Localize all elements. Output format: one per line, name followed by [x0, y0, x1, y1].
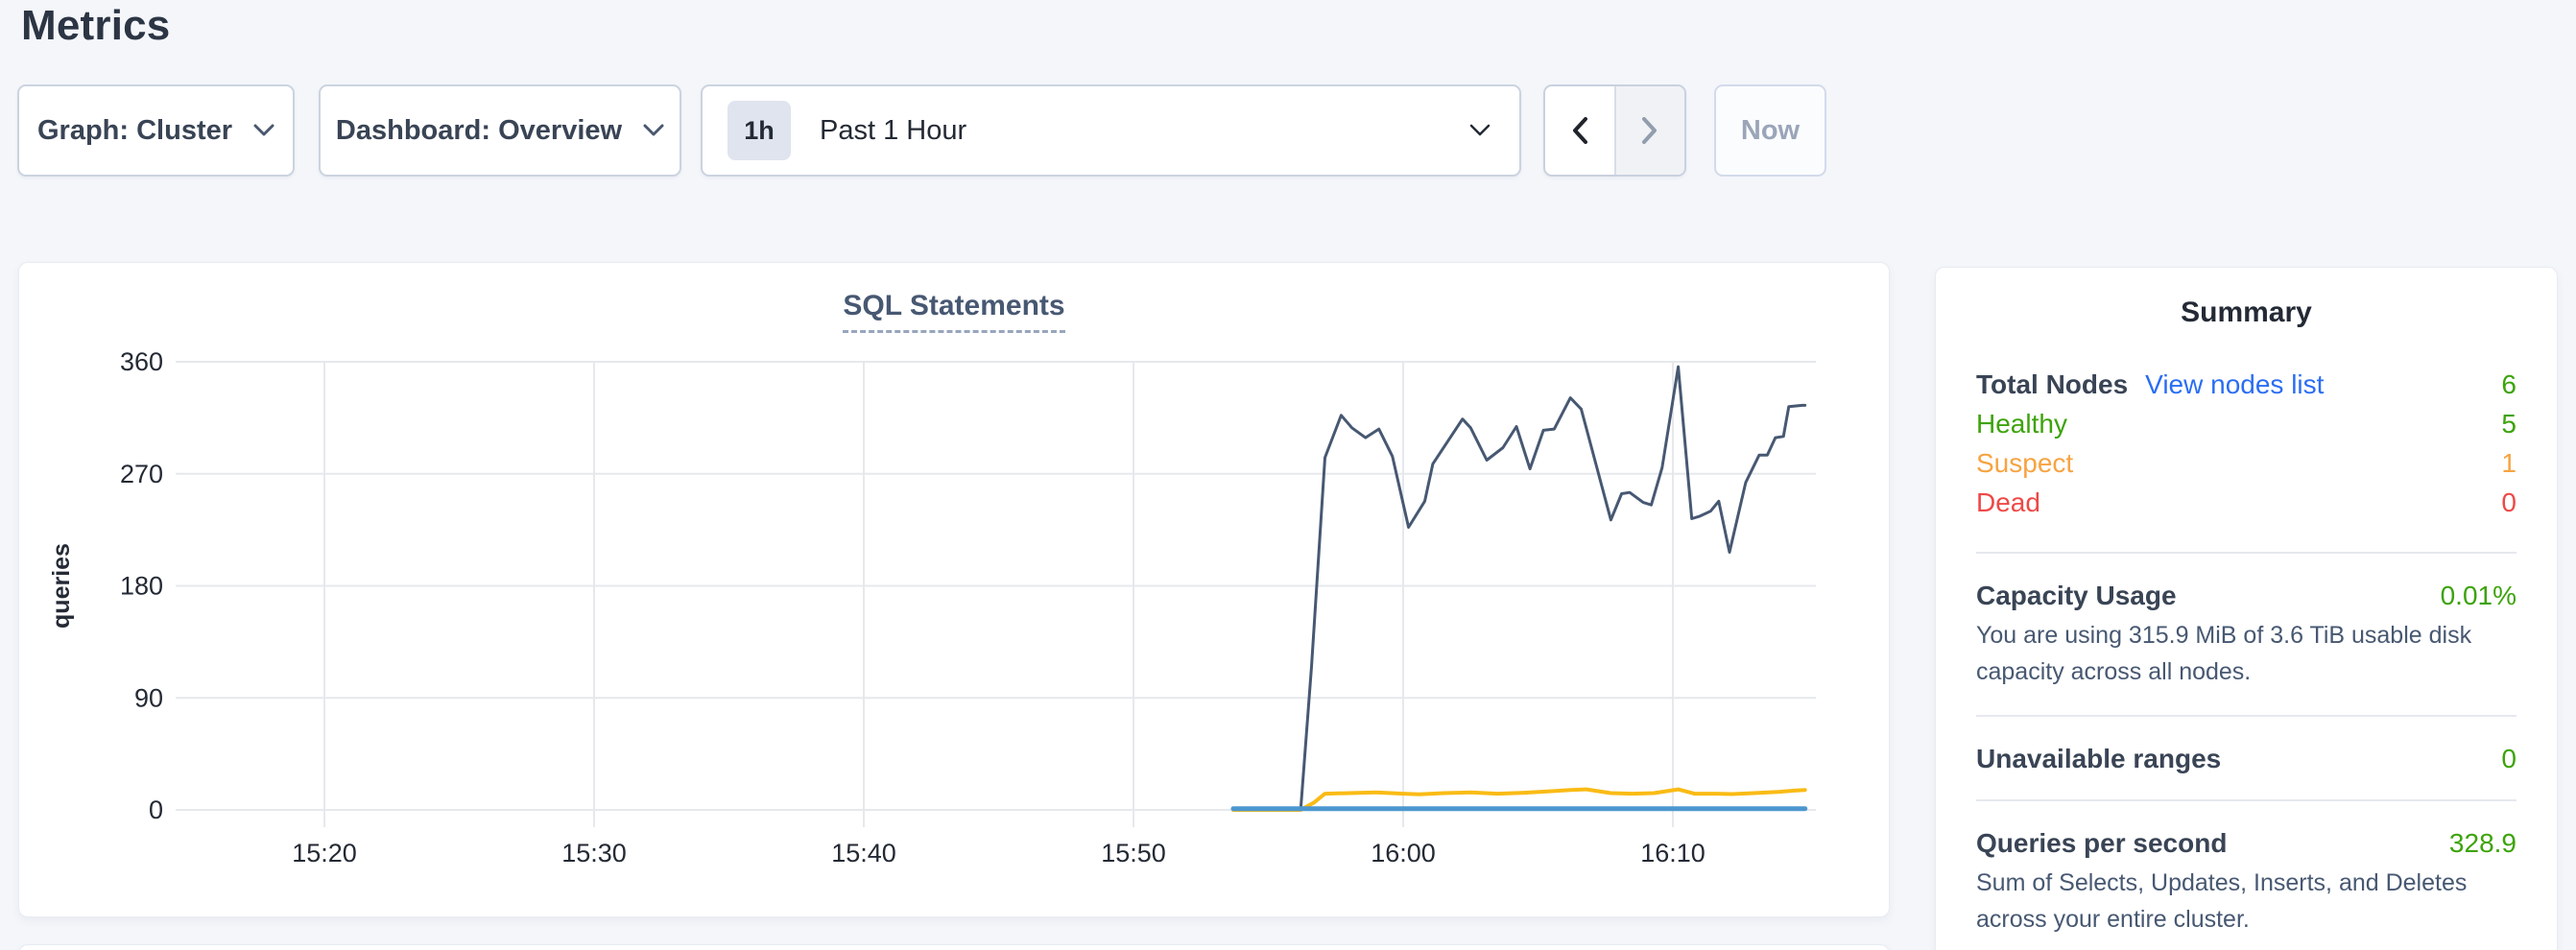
- time-range-badge: 1h: [727, 101, 791, 160]
- dashboard-dropdown[interactable]: Dashboard: Overview: [319, 84, 681, 177]
- capacity-usage-description: You are using 315.9 MiB of 3.6 TiB usabl…: [1976, 622, 2472, 685]
- queries-per-second-description: Sum of Selects, Updates, Inserts, and De…: [1976, 869, 2468, 933]
- chevron-down-icon: [643, 124, 664, 136]
- summary-heading: Summary: [2181, 297, 2312, 328]
- dead-label: Dead: [1976, 487, 2040, 517]
- capacity-usage-section: Capacity Usage 0.01% You are using 315.9…: [1976, 581, 2516, 690]
- queries-per-second-section: Queries per second 328.9 Sum of Selects,…: [1976, 828, 2516, 938]
- page-title: Metrics: [21, 2, 171, 49]
- chevron-down-icon: [1469, 124, 1491, 136]
- now-button[interactable]: Now: [1714, 84, 1826, 177]
- svg-text:16:10: 16:10: [1640, 839, 1705, 867]
- capacity-usage-value: 0.01%: [2440, 581, 2516, 610]
- dead-nodes-row: Dead 0: [1976, 487, 2516, 527]
- divider: [1976, 715, 2516, 717]
- svg-text:16:00: 16:00: [1371, 839, 1436, 867]
- healthy-nodes-row: Healthy 5: [1976, 409, 2516, 448]
- next-time-button[interactable]: [1613, 86, 1684, 175]
- suspect-value: 1: [2501, 448, 2516, 478]
- svg-text:360: 360: [120, 347, 163, 376]
- divider: [1976, 799, 2516, 801]
- svg-text:270: 270: [120, 460, 163, 488]
- total-nodes-row: Total Nodes View nodes list 6: [1976, 369, 2516, 409]
- healthy-value: 5: [2501, 409, 2516, 439]
- unavailable-ranges-label: Unavailable ranges: [1976, 744, 2222, 773]
- healthy-label: Healthy: [1976, 409, 2067, 439]
- dead-value: 0: [2501, 487, 2516, 517]
- chevron-down-icon: [253, 124, 274, 136]
- chart-title[interactable]: SQL Statements: [843, 290, 1065, 333]
- time-range-label: Past 1 Hour: [820, 114, 967, 146]
- sql-statements-chart-card: SQL Statements 15:20 15:30 15:40 15:50 16:00…: [18, 262, 1890, 917]
- dashboard-dropdown-label: Dashboard: Overview: [335, 114, 623, 146]
- svg-text:0: 0: [149, 796, 163, 824]
- capacity-usage-label: Capacity Usage: [1976, 581, 2177, 610]
- svg-text:15:20: 15:20: [292, 839, 357, 867]
- svg-text:90: 90: [134, 683, 163, 712]
- svg-text:180: 180: [120, 572, 163, 601]
- time-nav-buttons: [1543, 84, 1686, 177]
- svg-text:15:40: 15:40: [831, 839, 896, 867]
- sql-statements-chart: 15:20 15:30 15:40 15:50 16:00 16:10 0 90 180 270 3…: [48, 347, 1816, 867]
- view-nodes-list-link[interactable]: View nodes list: [2145, 369, 2325, 399]
- suspect-label: Suspect: [1976, 448, 2074, 478]
- svg-text:15:30: 15:30: [561, 839, 627, 867]
- unavailable-ranges-section: Unavailable ranges 0: [1976, 744, 2516, 774]
- svg-text:15:50: 15:50: [1101, 839, 1166, 867]
- previous-time-button[interactable]: [1545, 86, 1614, 175]
- total-nodes-label: Total Nodes: [1976, 369, 2129, 399]
- suspect-nodes-row: Suspect 1: [1976, 448, 2516, 487]
- graph-dropdown-label: Graph: Cluster: [36, 114, 233, 146]
- total-nodes-value: 6: [2501, 369, 2516, 399]
- unavailable-ranges-value: 0: [2501, 744, 2516, 773]
- chevron-right-icon: [1642, 117, 1658, 144]
- queries-per-second-value: 328.9: [2448, 828, 2516, 858]
- svg-text:queries: queries: [48, 543, 75, 629]
- divider: [1976, 552, 2516, 554]
- queries-per-second-label: Queries per second: [1976, 828, 2228, 858]
- next-chart-card: [18, 944, 1890, 950]
- time-range-selector[interactable]: 1h Past 1 Hour: [701, 84, 1521, 177]
- chevron-left-icon: [1572, 117, 1587, 144]
- graph-dropdown[interactable]: Graph: Cluster: [17, 84, 295, 177]
- summary-panel: Summary Total Nodes View nodes list 6 He…: [1935, 267, 2558, 950]
